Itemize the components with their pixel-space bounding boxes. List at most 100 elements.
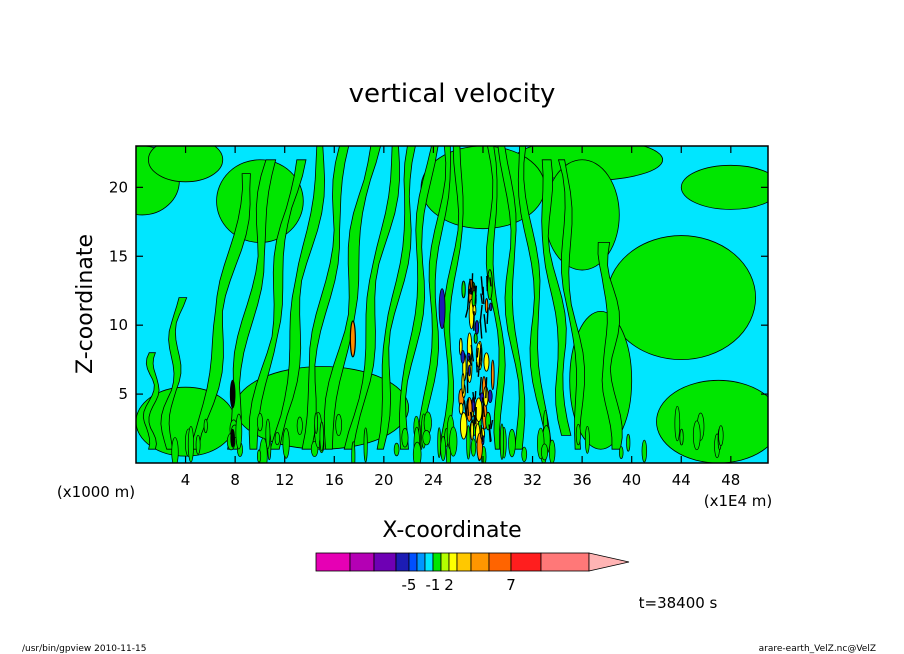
updraft-cell [461, 373, 465, 394]
colorbar-swatch [373, 552, 397, 572]
contour-line [485, 377, 488, 399]
plot-area [135, 145, 769, 464]
colorbar-swatch [448, 552, 458, 572]
x-unit-left: (x1000 m) [57, 483, 135, 501]
colorbar-swatch [432, 552, 442, 572]
contour-cell [187, 426, 194, 463]
contour-cell [314, 412, 318, 434]
contour-cell [195, 434, 201, 455]
colorbar-swatch [510, 552, 542, 572]
contour-cell [203, 418, 208, 434]
contour-streak [416, 146, 451, 450]
x-tick-label: 8 [230, 471, 240, 489]
contour-region [680, 164, 768, 210]
y-tick-label: 20 [109, 178, 128, 196]
colorbar-swatch [424, 552, 434, 572]
contour-line [488, 424, 492, 442]
contour-fill-group [136, 146, 768, 463]
contour-streak [227, 159, 277, 450]
contour-line [468, 355, 472, 366]
colorbar-swatch [395, 552, 410, 572]
contour-cluster [229, 379, 236, 409]
footer-left: /usr/bin/gpview 2010-11-15 [22, 644, 146, 654]
contour-cluster [230, 428, 235, 448]
contour-cell [626, 433, 631, 452]
updraft-cell [476, 432, 483, 461]
x-axis: 4 8 12 16 20 24 28 32 36 40 44 48 [181, 146, 740, 489]
x-tick-label: 20 [374, 471, 393, 489]
contour-streak [438, 146, 464, 450]
updraft-cell [483, 352, 490, 372]
x-unit-right: (x1E4 m) [704, 492, 773, 510]
contour-cell [540, 443, 549, 461]
contour-streak [517, 146, 553, 450]
contour-line [476, 347, 479, 358]
updraft-cell [461, 280, 466, 299]
y-tick-label: 15 [109, 247, 128, 265]
contour-cell [412, 441, 422, 463]
contour-cell [584, 425, 590, 454]
x-tick-label: 4 [181, 471, 191, 489]
colorbar: -5 -1 2 7 [315, 552, 630, 594]
downdraft-cell [438, 288, 446, 330]
colorbar-arrow [588, 552, 630, 572]
contour-cell [351, 441, 356, 463]
contour-cell [393, 442, 400, 457]
downdraft-cell [487, 389, 493, 404]
contour-cell [256, 449, 262, 463]
downdraft-cell [467, 364, 471, 377]
x-tick-label: 32 [523, 471, 542, 489]
contour-line [466, 398, 470, 409]
contour-line [471, 273, 474, 295]
contour-line [479, 376, 482, 396]
chart-title: vertical velocity [349, 79, 556, 109]
contour-cell [282, 428, 290, 459]
colorbar-swatch [416, 552, 426, 572]
contour-line [472, 391, 475, 403]
contour-cell [521, 446, 528, 463]
contour-cell [274, 431, 280, 446]
contour-streak [188, 173, 251, 450]
contour-line [469, 278, 472, 293]
contour-cell [548, 439, 556, 463]
contour-line [473, 285, 477, 297]
contour-line [489, 277, 492, 287]
x-tick-label: 28 [473, 471, 492, 489]
y-axis: 5 10 15 20 [109, 178, 768, 403]
contour-streak [142, 352, 160, 450]
contour-region [606, 235, 757, 361]
contour-streak [485, 146, 506, 450]
contour-streak [399, 146, 439, 450]
colorbar-swatch [440, 552, 450, 572]
contour-cell [265, 418, 271, 450]
colorbar-swatch [349, 552, 375, 572]
contour-line [480, 424, 484, 442]
contour-cell [257, 413, 263, 432]
contour-streak [343, 146, 400, 450]
contour-streak [301, 146, 350, 450]
contour-line [469, 411, 474, 423]
y-axis-label: Z-coordinate [73, 234, 98, 374]
contour-line [480, 276, 484, 296]
contour-line [490, 419, 494, 430]
downdraft-cell [460, 349, 466, 364]
contour-cell [422, 430, 431, 446]
x-tick-label: 24 [424, 471, 443, 489]
colorbar-label: -1 [426, 576, 441, 594]
colorbar-label: 7 [506, 576, 516, 594]
colorbar-swatch [408, 552, 418, 572]
time-label: t=38400 s [639, 594, 718, 612]
contour-line [486, 307, 489, 324]
contour-line [470, 344, 475, 362]
contour-cell [674, 405, 681, 442]
contour-line [479, 304, 483, 324]
contour-cell [466, 425, 471, 460]
updraft-cell [458, 402, 464, 415]
contour-cell [319, 421, 324, 452]
colorbar-label: 2 [444, 576, 454, 594]
contour-cell [437, 427, 442, 459]
updraft-cell [474, 397, 483, 423]
updraft-cell [473, 332, 478, 344]
footer-right: arare-earth_VelZ.nc@VelZ [759, 644, 876, 654]
x-tick-label: 12 [275, 471, 294, 489]
